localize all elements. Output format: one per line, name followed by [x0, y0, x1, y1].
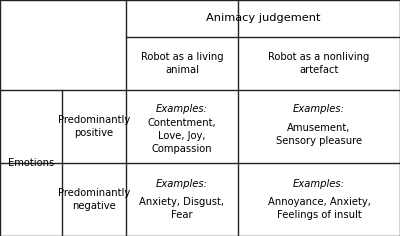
Text: Examples:: Examples: — [293, 179, 345, 189]
Text: Robot as a living
animal: Robot as a living animal — [141, 51, 223, 75]
Text: Contentment,
Love, Joy,
Compassion: Contentment, Love, Joy, Compassion — [148, 118, 216, 153]
Text: Examples:: Examples: — [156, 179, 208, 189]
Text: Anxiety, Disgust,
Fear: Anxiety, Disgust, Fear — [140, 198, 224, 220]
Text: Robot as a nonliving
artefact: Robot as a nonliving artefact — [268, 51, 370, 75]
Text: Animacy judgement: Animacy judgement — [206, 13, 320, 23]
Text: Emotions: Emotions — [8, 158, 54, 168]
Text: Amusement,
Sensory pleasure: Amusement, Sensory pleasure — [276, 123, 362, 146]
Text: Examples:: Examples: — [293, 104, 345, 114]
Text: Annoyance, Anxiety,
Feelings of insult: Annoyance, Anxiety, Feelings of insult — [268, 198, 370, 220]
Text: Examples:: Examples: — [156, 104, 208, 114]
Text: Predominantly
positive: Predominantly positive — [58, 115, 130, 138]
Text: Predominantly
negative: Predominantly negative — [58, 188, 130, 211]
